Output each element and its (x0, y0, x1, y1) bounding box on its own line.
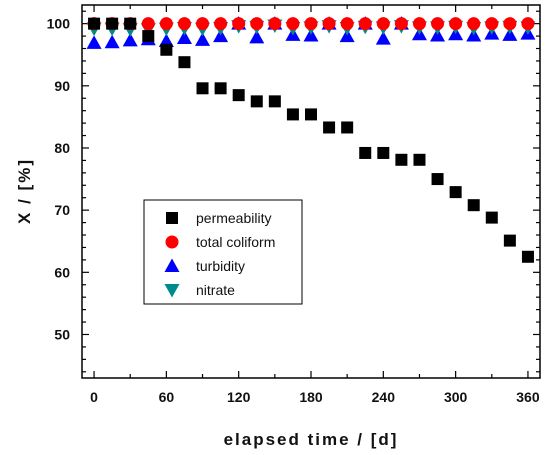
point-permeability (124, 17, 137, 30)
point-total-coliform (376, 17, 390, 31)
point-total-coliform (449, 17, 463, 31)
point-total-coliform (412, 17, 426, 31)
point-permeability (377, 146, 390, 159)
point-turbidity (249, 29, 265, 44)
x-tick-label: 180 (299, 389, 323, 405)
y-tick-label: 50 (54, 326, 70, 342)
point-permeability (286, 108, 299, 121)
legend-label: total coliform (196, 234, 275, 250)
point-permeability (268, 95, 281, 108)
point-turbidity (158, 33, 174, 48)
series-total-coliform (87, 17, 535, 31)
x-tick-label: 0 (90, 389, 98, 405)
point-permeability (323, 121, 336, 134)
x-tick-label: 300 (444, 389, 468, 405)
point-total-coliform (521, 17, 535, 31)
y-axis-title: X / [%] (15, 158, 34, 224)
point-total-coliform (431, 17, 445, 31)
point-total-coliform (250, 17, 264, 31)
y-tick-label: 100 (47, 16, 71, 32)
point-permeability (178, 56, 191, 69)
point-total-coliform (196, 17, 210, 31)
legend-marker-nitrate (164, 284, 180, 298)
y-tick-label: 80 (54, 140, 70, 156)
legend-label: permeability (196, 210, 271, 226)
point-permeability (467, 199, 480, 212)
point-permeability (214, 82, 227, 95)
point-total-coliform (394, 17, 408, 31)
point-turbidity (86, 35, 102, 49)
legend-marker-permeability (166, 212, 178, 224)
axis-ticks (82, 5, 540, 378)
point-turbidity (375, 31, 391, 45)
point-turbidity (122, 32, 138, 47)
plot-frame (81, 4, 541, 379)
y-tick-label: 60 (54, 264, 70, 280)
point-total-coliform (340, 17, 354, 31)
point-permeability (341, 121, 354, 134)
x-tick-label: 60 (159, 389, 175, 405)
point-total-coliform (467, 17, 481, 31)
legend-label: nitrate (196, 282, 235, 298)
point-total-coliform (358, 17, 372, 31)
point-permeability (88, 17, 101, 30)
legend-marker-total-coliform (165, 235, 179, 249)
point-total-coliform (268, 17, 282, 31)
x-tick-label: 360 (516, 389, 540, 405)
x-tick-label: 120 (227, 389, 251, 405)
point-total-coliform (485, 17, 499, 31)
point-total-coliform (322, 17, 336, 31)
point-permeability (485, 211, 498, 224)
x-axis-title: elapsed time / [d] (224, 430, 399, 449)
point-permeability (160, 43, 173, 56)
point-permeability (196, 82, 209, 95)
point-total-coliform (177, 17, 191, 31)
point-turbidity (195, 32, 211, 46)
x-tick-labels: 0 60 120 180 240 300 360 (90, 389, 540, 405)
x-tick-label: 240 (372, 389, 396, 405)
legend-label: turbidity (196, 258, 245, 274)
point-permeability (431, 173, 444, 186)
legend: permeability total coliform turbidity nitra… (143, 199, 303, 305)
point-permeability (250, 95, 263, 108)
point-permeability (449, 186, 462, 199)
data-markers (86, 16, 536, 263)
y-tick-label: 90 (54, 78, 70, 94)
point-turbidity (104, 34, 120, 49)
point-total-coliform (304, 17, 318, 31)
point-total-coliform (141, 17, 155, 31)
point-total-coliform (286, 17, 300, 31)
point-permeability (395, 153, 408, 166)
point-permeability (305, 108, 317, 121)
point-permeability (503, 234, 516, 247)
y-tick-label: 70 (54, 202, 70, 218)
point-total-coliform (232, 17, 246, 31)
point-permeability (106, 17, 119, 30)
point-total-coliform (214, 17, 228, 31)
y-tick-labels: 50 60 70 80 90 100 (47, 16, 71, 343)
legend-marker-turbidity (164, 258, 180, 272)
point-total-coliform (503, 17, 517, 31)
point-permeability (521, 250, 534, 263)
legend-items: permeability total coliform turbidity nitra… (164, 210, 275, 298)
point-permeability (413, 153, 426, 166)
point-total-coliform (159, 17, 173, 31)
point-turbidity (176, 30, 192, 44)
point-permeability (232, 89, 245, 102)
point-permeability (359, 146, 372, 159)
point-permeability (142, 30, 155, 43)
series-permeability (88, 17, 534, 263)
